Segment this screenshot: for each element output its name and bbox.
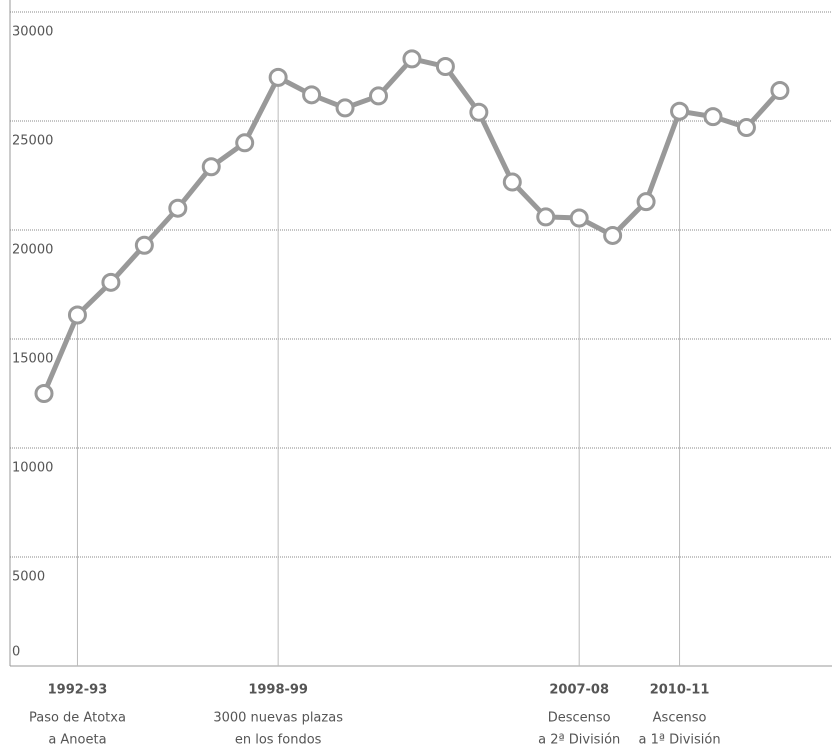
annotation-text: en los fondos — [235, 733, 322, 747]
point — [235, 133, 255, 153]
annotation-category: 1998-99 — [248, 683, 308, 698]
y-tick-label: 15000 — [12, 352, 53, 367]
annotation-text: a 1ª División — [638, 733, 720, 747]
annotation-category: 1992-93 — [48, 683, 108, 698]
point — [369, 86, 388, 106]
line — [41, 56, 782, 395]
point — [201, 157, 221, 177]
annotation-text: Ascenso — [653, 711, 707, 726]
point — [101, 272, 121, 292]
annotation-text: a Anoeta — [48, 733, 106, 747]
annotation-category: 2007-08 — [549, 683, 609, 698]
point — [402, 49, 422, 69]
y-tick-label: 20000 — [12, 243, 53, 258]
point — [168, 198, 188, 218]
y-tick-label: 5000 — [12, 570, 45, 585]
point — [502, 172, 522, 192]
point — [703, 107, 723, 127]
y-tick-label: 10000 — [12, 461, 53, 476]
y-tick-label: 25000 — [12, 134, 53, 149]
point — [134, 235, 154, 255]
point — [636, 192, 656, 212]
point — [569, 208, 589, 228]
point — [770, 80, 790, 100]
annotation-text: a 2ª División — [538, 733, 620, 747]
y-tick-label: 0 — [12, 645, 20, 660]
annotation-text: Paso de Atotxa — [29, 711, 126, 726]
point — [268, 67, 288, 87]
point — [603, 225, 623, 245]
annotation-text: Descenso — [548, 711, 611, 726]
point — [435, 57, 455, 76]
y-tick-label: 30000 — [12, 25, 53, 40]
point — [67, 305, 87, 325]
point — [670, 101, 690, 121]
point — [302, 85, 322, 105]
point — [536, 207, 556, 227]
annotation-text: 3000 nuevas plazas — [213, 711, 343, 726]
point — [34, 384, 54, 403]
annotation-category: 2010-11 — [650, 683, 710, 698]
point — [469, 102, 489, 122]
point — [736, 118, 756, 138]
point — [335, 98, 355, 118]
